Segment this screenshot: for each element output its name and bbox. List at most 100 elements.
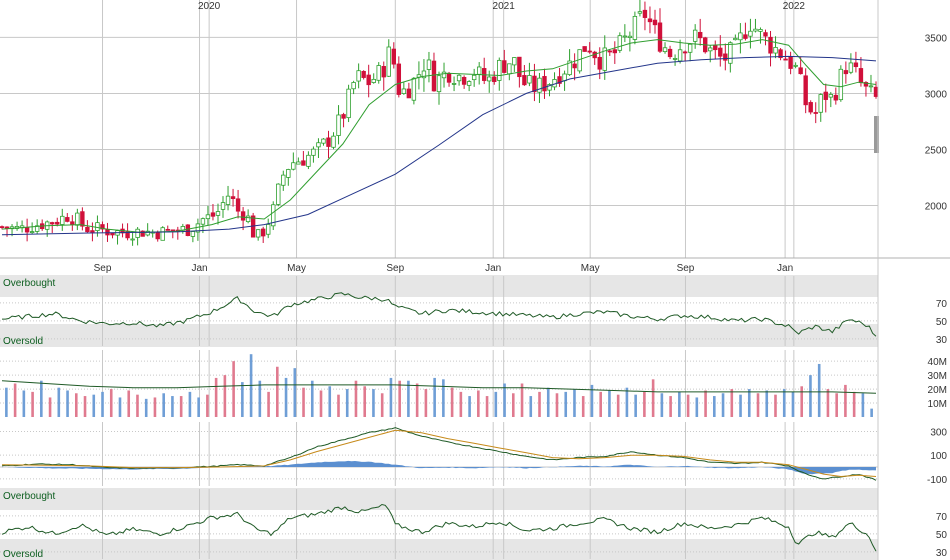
volume-bar xyxy=(241,382,244,417)
candle xyxy=(230,188,236,207)
candle xyxy=(617,32,623,53)
candle xyxy=(718,35,723,67)
candle xyxy=(250,212,256,238)
candle xyxy=(361,70,366,80)
candle xyxy=(421,59,427,92)
candle xyxy=(657,8,663,53)
candle xyxy=(301,151,306,166)
candle xyxy=(677,39,683,64)
candle xyxy=(351,80,356,95)
rsi-bottom-panel: 30 50 70 Overbought Oversold xyxy=(0,488,947,560)
rsi-tick-label: 30 xyxy=(936,335,948,346)
candle xyxy=(627,31,633,52)
candle xyxy=(843,61,849,84)
candle xyxy=(853,51,859,73)
macd-histogram-area xyxy=(2,460,876,475)
candle xyxy=(24,218,30,242)
candle xyxy=(612,41,618,64)
price-tick-label: 2500 xyxy=(925,145,948,156)
candle xyxy=(240,207,246,231)
volume-bar xyxy=(48,397,52,417)
volume-bar xyxy=(809,375,812,417)
volume-bar xyxy=(564,391,568,417)
candle xyxy=(542,68,547,99)
volume-bar xyxy=(747,389,751,417)
candle xyxy=(572,53,577,81)
candle xyxy=(713,40,718,60)
price-tick-label: 2000 xyxy=(925,202,948,213)
candle xyxy=(738,23,743,54)
month-label: Jan xyxy=(191,263,207,274)
candle xyxy=(255,229,261,241)
volume-bar xyxy=(188,391,192,417)
volume-bar xyxy=(337,394,340,417)
candle xyxy=(210,204,216,221)
candle xyxy=(808,100,813,115)
candle xyxy=(773,36,778,59)
volume-bar xyxy=(144,398,148,417)
rsi-tick-label: 30 xyxy=(936,548,948,559)
candle xyxy=(135,227,140,246)
volume-bar xyxy=(756,393,760,417)
candle xyxy=(281,170,286,191)
candle xyxy=(577,49,582,74)
candle xyxy=(728,41,733,73)
candle xyxy=(723,43,728,71)
rsi-bottom-oversold-label: Oversold xyxy=(3,549,43,560)
volume-tick-label: 10M xyxy=(928,399,947,410)
price-tick-label: 3500 xyxy=(925,33,948,44)
candle xyxy=(266,218,271,239)
volume-bar xyxy=(66,390,69,417)
candle xyxy=(692,24,698,49)
rsi-bottom-grid xyxy=(0,489,878,559)
long-moving-average-line xyxy=(1,55,877,236)
volume-bar xyxy=(678,391,681,417)
year-labels: 2020 2021 2022 xyxy=(198,1,805,12)
volume-bar xyxy=(826,389,830,417)
volume-tick-label: 20M xyxy=(928,385,947,396)
month-label: Sep xyxy=(386,263,404,274)
candle xyxy=(205,205,211,226)
volume-bar xyxy=(730,389,734,417)
candle xyxy=(652,9,658,34)
volume-bar xyxy=(791,391,795,417)
candle xyxy=(215,203,221,225)
month-label: Jan xyxy=(485,263,501,274)
candle xyxy=(622,24,628,43)
candle xyxy=(848,53,854,75)
volume-bar xyxy=(538,391,541,417)
volume-average-line xyxy=(1,380,877,394)
candle xyxy=(667,45,673,60)
candle xyxy=(733,34,738,41)
volume-bar xyxy=(686,394,690,417)
volume-bar xyxy=(74,393,78,417)
year-label: 2021 xyxy=(493,1,516,12)
candle xyxy=(145,223,150,237)
candle xyxy=(537,72,542,103)
volume-bar xyxy=(520,383,524,417)
candle xyxy=(160,226,165,241)
candle xyxy=(316,138,321,158)
rsi-top-oversold-label: Oversold xyxy=(3,336,43,347)
volume-bar xyxy=(57,387,61,417)
candle xyxy=(828,91,833,108)
candle xyxy=(396,56,402,98)
candle xyxy=(291,152,296,171)
candle xyxy=(607,49,612,56)
volume-bar xyxy=(861,393,865,417)
volume-bar xyxy=(870,408,873,417)
candle xyxy=(260,226,266,243)
month-label: Sep xyxy=(677,263,695,274)
volume-bar xyxy=(477,390,480,417)
volume-bar xyxy=(310,380,314,417)
rsi-bottom-overbought-label: Overbought xyxy=(3,491,55,502)
volume-bar xyxy=(276,366,279,417)
candle xyxy=(492,71,497,85)
volume-bar xyxy=(258,380,262,417)
volume-bar xyxy=(328,386,332,417)
candle xyxy=(743,22,748,41)
volume-bar xyxy=(590,384,594,417)
price-tick-label: 3000 xyxy=(925,89,948,100)
volume-bar xyxy=(415,383,419,417)
candle xyxy=(783,50,788,61)
